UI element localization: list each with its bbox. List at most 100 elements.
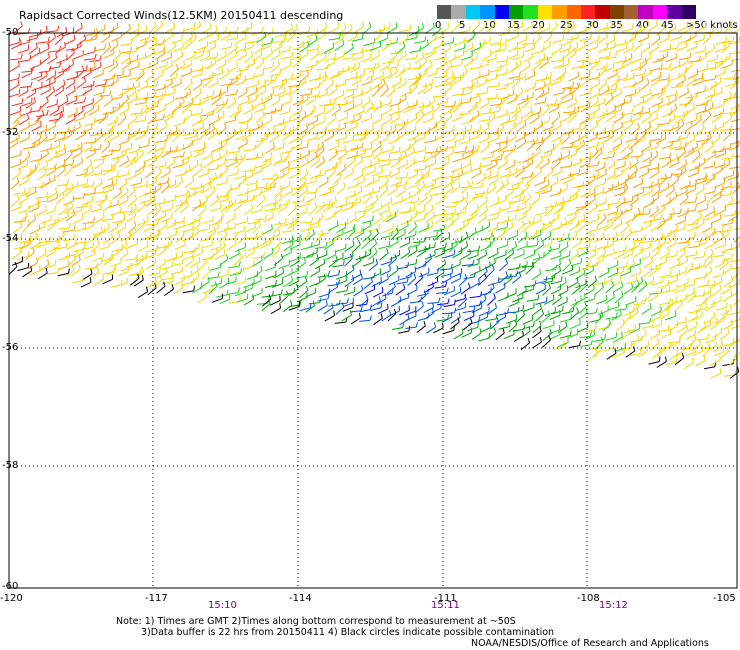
wind-barb-flag <box>662 203 666 209</box>
wind-barb <box>409 50 421 53</box>
wind-barb <box>723 279 733 288</box>
wind-barb-flag <box>239 105 243 111</box>
wind-barb-flag <box>567 20 571 26</box>
wind-barb <box>269 207 280 212</box>
wind-barb <box>586 198 596 206</box>
wind-barb-flag <box>465 199 469 205</box>
wind-barb <box>460 129 472 134</box>
wind-barb <box>117 182 128 191</box>
wind-barb <box>281 222 293 227</box>
wind-barb <box>586 46 598 52</box>
wind-barb-flag <box>537 192 541 198</box>
wind-barb-flag <box>217 33 220 39</box>
wind-barb-flag <box>146 240 149 247</box>
wind-barb-flag <box>27 150 31 156</box>
wind-barb-flag <box>713 239 715 245</box>
wind-barb-flag <box>464 67 468 73</box>
wind-barb <box>640 296 651 304</box>
wind-barb-flag <box>36 257 39 263</box>
wind-barb <box>119 191 129 200</box>
wind-barb-flag <box>597 160 600 166</box>
wind-barb <box>487 85 499 88</box>
wind-barb <box>44 210 56 215</box>
wind-barb-flag <box>670 107 672 113</box>
wind-barb-flag <box>610 20 613 26</box>
wind-barb <box>414 136 425 143</box>
wind-barb-flag <box>166 60 169 66</box>
wind-barb-flag <box>557 111 561 117</box>
wind-barb-flag <box>234 43 238 49</box>
wind-barb-flag <box>116 222 119 228</box>
wind-barb-flag <box>509 203 511 209</box>
wind-barb-flag <box>675 89 678 95</box>
wind-barb <box>548 217 559 224</box>
wind-barb <box>714 182 725 188</box>
wind-barb-flag <box>553 294 555 300</box>
wind-barb-flag <box>674 94 677 100</box>
wind-barb-flag <box>274 75 278 81</box>
wind-barb-flag <box>387 273 389 279</box>
wind-barb-flag <box>564 67 567 73</box>
wind-barb <box>450 64 462 68</box>
wind-barb <box>424 27 435 34</box>
wind-barb <box>426 72 437 78</box>
wind-barb <box>505 275 517 278</box>
wind-barb <box>390 161 401 169</box>
wind-barb-flag <box>390 125 393 131</box>
wind-barb <box>202 79 212 88</box>
wind-barb <box>121 87 133 91</box>
wind-barb <box>731 69 740 72</box>
wind-barb <box>398 106 409 114</box>
wind-barb <box>120 57 131 65</box>
wind-barb-flag <box>550 166 554 172</box>
wind-barb-flag <box>434 157 437 163</box>
wind-barb <box>648 127 659 134</box>
wind-barb <box>469 114 480 122</box>
wind-barb <box>712 254 724 258</box>
wind-barb <box>360 100 371 109</box>
wind-barb-flag <box>186 189 189 195</box>
wind-barb-flag <box>672 185 675 191</box>
wind-barb <box>471 186 483 189</box>
wind-barb <box>416 73 427 79</box>
wind-barb <box>439 268 452 271</box>
wind-barb <box>414 56 425 65</box>
wind-barb <box>613 214 623 222</box>
wind-barb <box>242 46 254 52</box>
wind-barb-flag <box>145 104 148 110</box>
wind-barb <box>424 50 436 56</box>
wind-barb <box>460 163 471 170</box>
wind-barb <box>324 82 334 91</box>
wind-barb-flag <box>332 42 335 48</box>
wind-barb <box>101 184 113 189</box>
wind-barb <box>334 149 346 154</box>
wind-barb-flag <box>262 252 266 258</box>
wind-barb-flag <box>107 223 110 229</box>
wind-barb-flag <box>465 146 467 152</box>
wind-barb-flag <box>524 120 527 126</box>
legend-swatch <box>508 5 524 19</box>
wind-barb <box>328 260 338 268</box>
wind-barb <box>125 50 137 55</box>
wind-barb-flag <box>636 157 639 163</box>
wind-barb-flag <box>620 218 623 224</box>
wind-barb <box>588 152 599 160</box>
wind-barb <box>409 79 418 88</box>
wind-barb <box>137 220 149 226</box>
wind-barb <box>85 152 96 159</box>
wind-barb-flag <box>466 241 469 247</box>
wind-barb <box>407 135 419 141</box>
wind-barb <box>269 73 281 77</box>
wind-barb <box>478 200 488 209</box>
wind-barb-flag <box>487 97 490 103</box>
wind-barb-flag <box>251 203 254 209</box>
wind-barb-flag <box>390 69 392 75</box>
wind-barb <box>264 266 276 272</box>
wind-barb-flag <box>428 127 431 133</box>
wind-barb-flag <box>132 83 135 89</box>
wind-barb <box>661 145 673 150</box>
wind-barb <box>305 197 316 204</box>
wind-barb <box>516 141 527 150</box>
wind-barb-flag <box>181 282 184 289</box>
wind-barb <box>208 176 217 185</box>
